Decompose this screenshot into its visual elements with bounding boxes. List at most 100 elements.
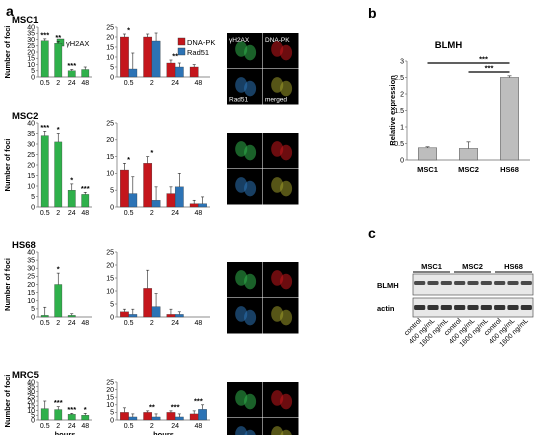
x-tick-label: 2 xyxy=(56,320,60,327)
legend-pk-rad51: DNA-PK Rad51 xyxy=(177,37,215,57)
micrograph-set: γH2AX DNA-PK Rad51 merged xyxy=(227,33,299,105)
significance-stars: *** xyxy=(67,61,76,70)
bar-γh2ax xyxy=(40,135,49,208)
blot-band-blmh xyxy=(454,281,466,285)
significance-stars: ** xyxy=(172,52,178,61)
blot-band-blmh xyxy=(440,281,452,285)
y-tick-label: 5 xyxy=(110,301,114,308)
nucleus xyxy=(244,393,257,410)
micrographs: γH2AX DNA-PK Rad51 merged xyxy=(227,33,299,435)
blot-band-actin xyxy=(427,305,439,310)
y-tick-label: 0 xyxy=(31,204,35,211)
y-tick-label: 30 xyxy=(27,266,35,273)
bar-γh2ax xyxy=(81,415,90,421)
y-tick-label: 40 xyxy=(27,249,35,256)
significance-stars: * xyxy=(127,155,130,164)
legend-label-gh2ax: γH2AX xyxy=(66,39,89,48)
nucleus xyxy=(235,426,248,435)
nucleus xyxy=(244,429,256,435)
bar-rad51 xyxy=(151,306,161,318)
micrograph-set xyxy=(227,133,299,205)
nucleus xyxy=(244,180,257,197)
chart-title: MSC1 xyxy=(12,15,39,26)
y-tick-label: 35 xyxy=(27,384,35,391)
nucleus xyxy=(280,309,293,326)
chart-blmh-expression: 0 0.5 1 1.5 2 2.5 3 MSC1 MSC2 HS68 BLMH Relative ex… xyxy=(388,40,530,174)
significance-stars: *** xyxy=(54,398,63,407)
x-tick-label: 2 xyxy=(56,80,60,87)
y-tick-label: 20 xyxy=(106,137,114,144)
nucleus xyxy=(244,44,257,61)
significance-stars: *** xyxy=(171,402,180,411)
bar-γh2ax xyxy=(81,194,90,208)
y-tick-label: 25 xyxy=(106,379,114,386)
y-axis-label: Number of foci xyxy=(3,139,12,192)
y-axis-label: Relative expression xyxy=(388,75,397,146)
y-tick-label: 25 xyxy=(27,274,35,281)
y-tick-label: 25 xyxy=(106,24,114,31)
significance-stars: *** xyxy=(485,64,494,73)
significance-stars: * xyxy=(57,265,60,274)
y-tick-label: 25 xyxy=(106,120,114,127)
y-tick-label: 25 xyxy=(106,249,114,256)
nucleus xyxy=(280,429,292,435)
blot-band-blmh xyxy=(520,281,532,285)
bar-γh2ax xyxy=(67,315,76,318)
y-tick-label: 10 xyxy=(106,171,114,178)
y-tick-label: 10 xyxy=(106,54,114,61)
y-tick-label: 20 xyxy=(27,398,35,405)
bar-dna-pk xyxy=(120,169,129,208)
nucleus xyxy=(244,80,257,97)
nucleus xyxy=(280,393,293,410)
bar-γh2ax xyxy=(54,284,63,318)
y-tick-label: 10 xyxy=(27,62,35,69)
y-tick-label: 15 xyxy=(106,154,114,161)
chart-title: MSC2 xyxy=(12,111,38,122)
bar-dna-pk xyxy=(166,193,176,208)
nucleus xyxy=(280,180,293,197)
bar-γh2ax xyxy=(67,190,76,208)
y-tick-label: 10 xyxy=(106,402,114,409)
y-tick-label: 20 xyxy=(106,262,114,269)
micrograph-label: DNA-PK xyxy=(265,37,290,44)
x-tick-label: 2 xyxy=(56,423,60,430)
blot-band-blmh xyxy=(414,281,426,285)
bar-rad51 xyxy=(198,203,207,208)
y-tick-label: 20 xyxy=(106,387,114,394)
panel-label-b: b xyxy=(368,5,377,21)
nucleus xyxy=(271,426,284,435)
y-tick-label: 10 xyxy=(27,183,35,190)
y-axis-label: Number of foci xyxy=(3,258,12,311)
x-tick-label: HS68 xyxy=(500,165,519,174)
bar-γh2ax xyxy=(81,69,90,78)
bar-γh2ax xyxy=(54,141,63,208)
nucleus xyxy=(280,273,293,290)
bar-dna-pk xyxy=(143,36,153,78)
chart-msc2-pk: 0 5 10 15 20 25 0.5 * 2 * 24 48 xyxy=(106,120,210,217)
x-tick-label: 24 xyxy=(171,423,179,430)
x-tick-label: 48 xyxy=(81,320,89,327)
x-tick-label: 24 xyxy=(68,423,76,430)
y-tick-label: 40 xyxy=(27,120,35,127)
bar-γh2ax xyxy=(67,70,76,78)
chart-msc1-pk: 0 5 10 15 20 25 0.5 * 2 24 ** 48 xyxy=(106,24,210,87)
y-tick-label: 15 xyxy=(27,290,35,297)
chart-hs68-pk: 0 5 10 15 20 25 0.5 2 24 48 xyxy=(106,249,210,327)
x-tick-label: MSC1 xyxy=(417,165,438,174)
blot-band-blmh xyxy=(467,281,479,285)
bar-hs68 xyxy=(500,77,519,161)
y-tick-label: 30 xyxy=(27,37,35,44)
y-tick-label: 5 xyxy=(31,306,35,313)
blot-row-label: actin xyxy=(377,304,395,313)
bar-rad51 xyxy=(151,40,161,78)
nucleus xyxy=(280,80,293,97)
nucleus xyxy=(280,44,293,61)
nucleus xyxy=(244,144,257,161)
blot-group-label: MSC1 xyxy=(421,262,442,271)
y-tick-label: 5 xyxy=(110,64,114,71)
x-tick-label: 0.5 xyxy=(124,320,134,327)
legend-label-dnapk: DNA-PK xyxy=(187,38,215,47)
y-tick-label: 30 xyxy=(27,141,35,148)
nucleus xyxy=(244,309,257,326)
